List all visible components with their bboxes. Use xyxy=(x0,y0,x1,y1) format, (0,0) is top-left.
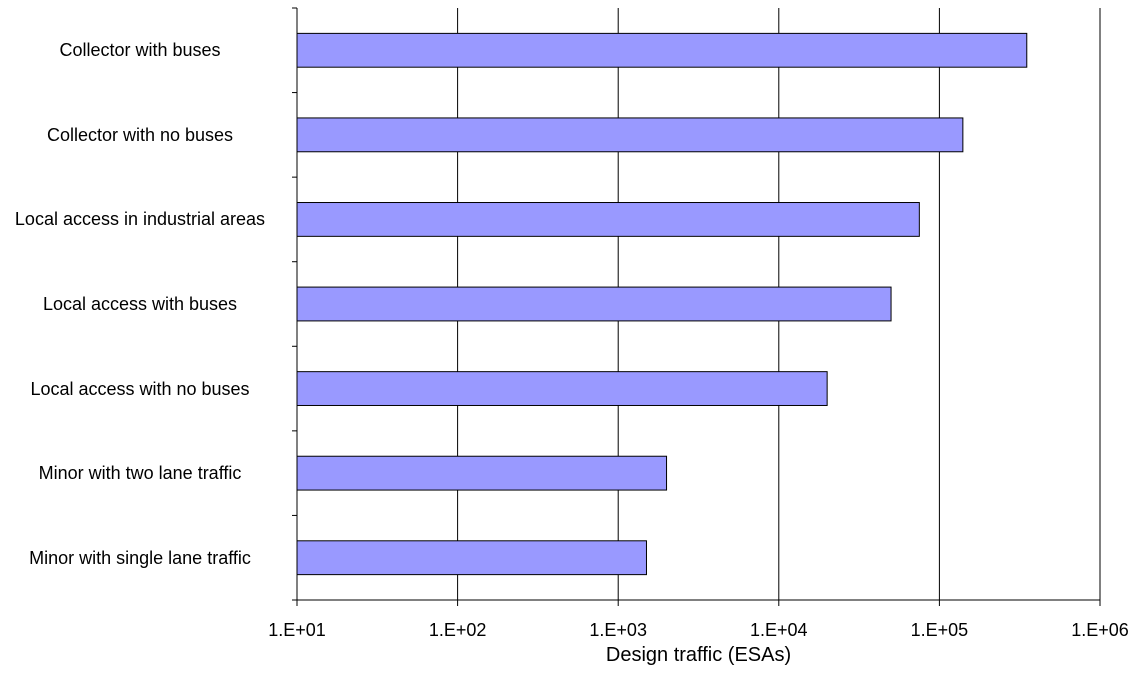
category-label: Minor with single lane traffic xyxy=(29,547,251,568)
bars-layer xyxy=(296,32,1028,576)
x-tick-label: 1.E+05 xyxy=(911,620,969,640)
x-tick-label: 1.E+03 xyxy=(589,620,647,640)
bar xyxy=(296,32,1028,68)
x-tick-label: 1.E+02 xyxy=(429,620,487,640)
x-tick-label: 1.E+01 xyxy=(268,620,326,640)
category-label: Collector with no buses xyxy=(46,124,234,145)
category-label: Minor with two lane traffic xyxy=(38,463,242,484)
bar xyxy=(296,371,828,406)
category-label: Local access with no buses xyxy=(30,378,250,399)
bar xyxy=(296,117,964,153)
x-tick-labels: 1.E+01 1.E+02 1.E+03 1.E+04 1.E+05 1.E+06 xyxy=(268,620,1129,640)
x-axis-title: Design traffic (ESAs) xyxy=(605,644,792,666)
x-tick-label: 1.E+06 xyxy=(1071,620,1129,640)
bar xyxy=(296,286,892,322)
bar xyxy=(296,202,920,237)
bar xyxy=(296,540,647,576)
bar xyxy=(296,455,668,491)
x-tick-label: 1.E+04 xyxy=(750,620,808,640)
category-label: Collector with buses xyxy=(59,40,221,61)
category-label: Local access with buses xyxy=(42,294,238,314)
category-label: Local access in industrial areas xyxy=(14,209,266,230)
axes-layer xyxy=(292,7,1101,606)
